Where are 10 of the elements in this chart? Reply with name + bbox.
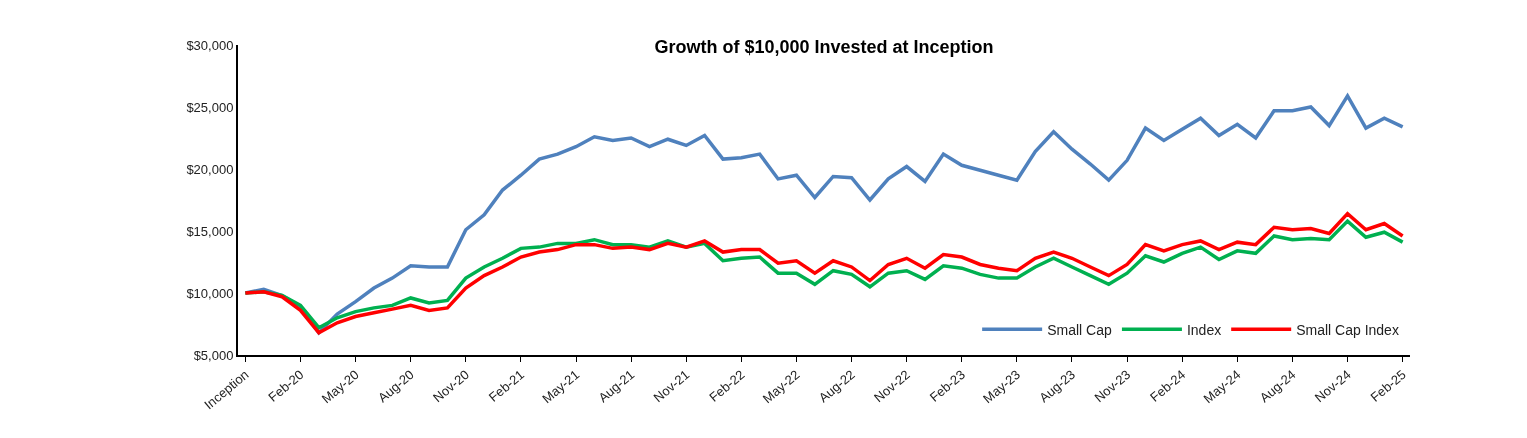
legend-label: Small Cap	[1047, 321, 1112, 338]
y-tick-label: $15,000	[186, 223, 234, 239]
legend-label: Small Cap Index	[1296, 321, 1399, 338]
y-tick-label: $30,000	[186, 37, 234, 53]
y-tick-label: $10,000	[186, 285, 234, 301]
legend-label: Index	[1186, 321, 1222, 338]
y-tick-label: $20,000	[186, 161, 234, 177]
y-tick-label: $25,000	[186, 99, 234, 115]
chart-title: Growth of $10,000 Invested at Inception	[654, 37, 994, 58]
y-tick-label: $5,000	[193, 347, 234, 363]
